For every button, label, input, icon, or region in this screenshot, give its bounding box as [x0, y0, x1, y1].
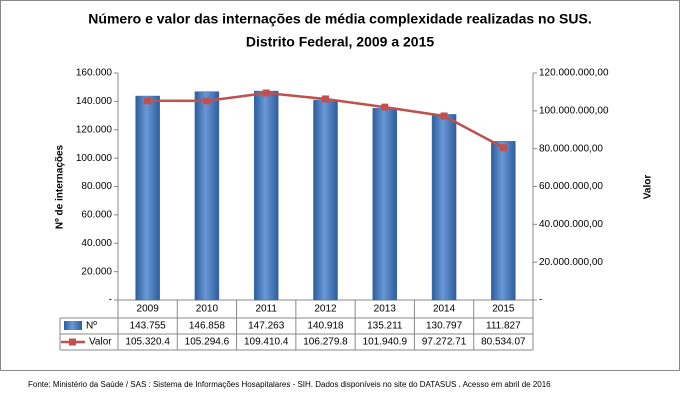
y-tick-label: -: [109, 295, 112, 306]
x-tick-label: 2012: [314, 304, 337, 315]
x-tick-label: 2013: [374, 304, 397, 315]
line-marker: [322, 95, 329, 103]
chart-frame: [0, 0, 680, 371]
y2-tick-label: 20.000.000,00: [539, 257, 603, 268]
line-marker: [381, 103, 389, 111]
legend-marker-icon: [69, 338, 76, 346]
bar: [313, 99, 338, 301]
x-tick-label: 2009: [137, 304, 160, 315]
y2-tick-label: 100.000.000,00: [539, 105, 609, 116]
bar: [491, 141, 516, 301]
y-tick-label: 60.000: [81, 210, 112, 221]
line-marker: [262, 89, 270, 97]
y2-tick-label: 40.000.000,00: [539, 219, 603, 230]
chart-title: Número e valor das internações de média …: [88, 11, 591, 27]
y2-tick-label: -: [539, 295, 542, 306]
table-value: 130.797: [426, 321, 463, 332]
y-tick-label: 20.000: [81, 266, 112, 277]
legend-label: Nº: [86, 321, 97, 332]
legend-label: Valor: [89, 337, 112, 348]
table-value: 80.534.07: [481, 337, 526, 348]
table-value: 105.320.4: [125, 337, 170, 348]
bar: [135, 95, 160, 301]
y2-tick-label: 120.000.000,00: [539, 68, 609, 79]
y2-tick-label: 80.000.000,00: [539, 143, 603, 154]
table-value: 101.940.9: [363, 337, 408, 348]
y2-tick-label: 60.000.000,00: [539, 181, 603, 192]
line-marker: [144, 97, 152, 105]
table-value: 105.294.6: [185, 337, 230, 348]
y-axis-title: Nº de internações: [55, 144, 66, 229]
x-tick-label: 2011: [255, 304, 277, 315]
table-value: 111.827: [486, 321, 521, 332]
line-marker: [440, 112, 448, 120]
table-value: 147.263: [248, 321, 285, 332]
table-value: 97.272.71: [422, 337, 467, 348]
legend-bar-icon: [64, 321, 82, 330]
bar: [431, 114, 457, 301]
table-value: 135.211: [367, 321, 403, 332]
y2-axis-title: Valor: [643, 175, 654, 200]
y-tick-label: 120.000: [76, 124, 113, 135]
chart-subtitle: Distrito Federal, 2009 a 2015: [246, 34, 435, 50]
line-marker: [499, 144, 507, 152]
x-tick-label: 2014: [433, 304, 456, 315]
source-note: Fonte: Ministério da Saúde / SAS : Siste…: [28, 380, 551, 389]
table-value: 146.858: [189, 321, 226, 332]
bar: [372, 107, 398, 301]
data-table: [59, 300, 533, 351]
y-tick-label: 160.000: [76, 68, 113, 79]
y-tick-label: 140.000: [76, 96, 113, 107]
line-marker: [203, 97, 211, 105]
y-tick-label: 80.000: [81, 181, 112, 192]
table-value: 143.755: [130, 321, 167, 332]
table-value: 106.279.8: [303, 337, 348, 348]
table-value: 140.918: [307, 321, 344, 332]
y-tick-label: 100.000: [76, 153, 113, 164]
bar: [194, 91, 220, 301]
table-value: 109.410.4: [244, 337, 289, 348]
y-tick-label: 40.000: [81, 238, 112, 249]
x-tick-label: 2015: [492, 304, 515, 315]
x-tick-label: 2010: [196, 304, 219, 315]
bar: [253, 90, 279, 301]
